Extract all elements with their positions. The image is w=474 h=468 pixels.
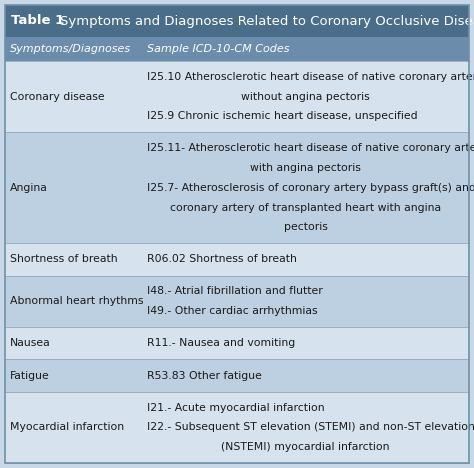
Text: R06.02 Shortness of breath: R06.02 Shortness of breath	[147, 255, 297, 264]
Text: I25.9 Chronic ischemic heart disease, unspecified: I25.9 Chronic ischemic heart disease, un…	[147, 111, 418, 122]
Bar	[5, 61, 469, 132]
Text: R53.83 Other fatigue: R53.83 Other fatigue	[147, 371, 262, 380]
Text: with angina pectoris: with angina pectoris	[250, 163, 361, 173]
Bar	[5, 37, 469, 61]
Text: Sample ICD-10-CM Codes: Sample ICD-10-CM Codes	[147, 44, 290, 54]
Text: pectoris: pectoris	[283, 222, 328, 233]
Text: Angina: Angina	[10, 183, 48, 193]
Text: Table 1: Table 1	[11, 15, 64, 28]
Bar	[5, 5, 469, 37]
Text: R11.- Nausea and vomiting: R11.- Nausea and vomiting	[147, 338, 295, 348]
Text: I25.7- Atherosclerosis of coronary artery bypass graft(s) and: I25.7- Atherosclerosis of coronary arter…	[147, 183, 474, 193]
Text: Fatigue: Fatigue	[10, 371, 50, 380]
Text: without angina pectoris: without angina pectoris	[241, 92, 370, 102]
Text: Symptoms and Diagnoses Related to Coronary Occlusive Disease: Symptoms and Diagnoses Related to Corona…	[60, 15, 474, 28]
Text: coronary artery of transplanted heart with angina: coronary artery of transplanted heart wi…	[170, 203, 441, 212]
Text: Abnormal heart rhythms: Abnormal heart rhythms	[10, 296, 144, 307]
Text: Shortness of breath: Shortness of breath	[10, 255, 118, 264]
Text: (NSTEMI) myocardial infarction: (NSTEMI) myocardial infarction	[221, 442, 390, 452]
Bar	[5, 243, 469, 276]
Text: I22.- Subsequent ST elevation (STEMI) and non-ST elevation: I22.- Subsequent ST elevation (STEMI) an…	[147, 422, 474, 432]
Text: Symptoms/Diagnoses: Symptoms/Diagnoses	[10, 44, 131, 54]
Bar	[5, 132, 469, 243]
Text: Myocardial infarction: Myocardial infarction	[10, 422, 124, 432]
Bar	[5, 392, 469, 463]
Text: I21.- Acute myocardial infarction: I21.- Acute myocardial infarction	[147, 402, 325, 412]
Bar	[5, 359, 469, 392]
Text: I25.11- Atherosclerotic heart disease of native coronary artery: I25.11- Atherosclerotic heart disease of…	[147, 143, 474, 153]
Text: I25.10 Atherosclerotic heart disease of native coronary artery: I25.10 Atherosclerotic heart disease of …	[147, 72, 474, 82]
Text: I48.- Atrial fibrillation and flutter: I48.- Atrial fibrillation and flutter	[147, 286, 323, 296]
Bar	[5, 276, 469, 327]
Text: Nausea: Nausea	[10, 338, 51, 348]
Bar	[5, 327, 469, 359]
Text: Coronary disease: Coronary disease	[10, 92, 105, 102]
Text: I49.- Other cardiac arrhythmias: I49.- Other cardiac arrhythmias	[147, 306, 318, 316]
